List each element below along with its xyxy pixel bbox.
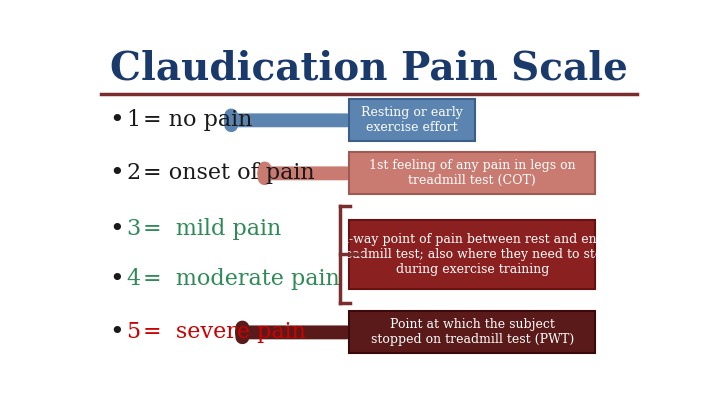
FancyBboxPatch shape bbox=[349, 152, 595, 194]
Text: 4: 4 bbox=[126, 269, 140, 290]
Text: 3: 3 bbox=[126, 218, 140, 241]
Text: •: • bbox=[109, 267, 125, 291]
FancyBboxPatch shape bbox=[349, 220, 595, 289]
FancyBboxPatch shape bbox=[349, 311, 595, 354]
Text: =  mild pain: = mild pain bbox=[143, 218, 282, 241]
Text: Mid-way point of pain between rest and end of
treadmill test; also where they ne: Mid-way point of pain between rest and e… bbox=[324, 233, 621, 276]
Text: Resting or early
exercise effort: Resting or early exercise effort bbox=[361, 107, 463, 134]
Text: •: • bbox=[109, 320, 125, 344]
Text: =  moderate pain: = moderate pain bbox=[143, 269, 340, 290]
Text: = no pain: = no pain bbox=[143, 109, 253, 131]
Text: Claudication Pain Scale: Claudication Pain Scale bbox=[110, 50, 628, 88]
Text: 1st feeling of any pain in legs on
treadmill test (COT): 1st feeling of any pain in legs on tread… bbox=[369, 159, 575, 188]
Text: = onset of pain: = onset of pain bbox=[143, 162, 315, 184]
Text: 2: 2 bbox=[126, 162, 140, 184]
Text: =  severe pain: = severe pain bbox=[143, 322, 306, 343]
Text: 5: 5 bbox=[126, 322, 140, 343]
Text: 1: 1 bbox=[126, 109, 140, 131]
FancyBboxPatch shape bbox=[349, 99, 475, 141]
Text: Point at which the subject
stopped on treadmill test (PWT): Point at which the subject stopped on tr… bbox=[371, 318, 574, 346]
Text: •: • bbox=[109, 161, 125, 185]
Text: •: • bbox=[109, 108, 125, 132]
Text: •: • bbox=[109, 217, 125, 241]
